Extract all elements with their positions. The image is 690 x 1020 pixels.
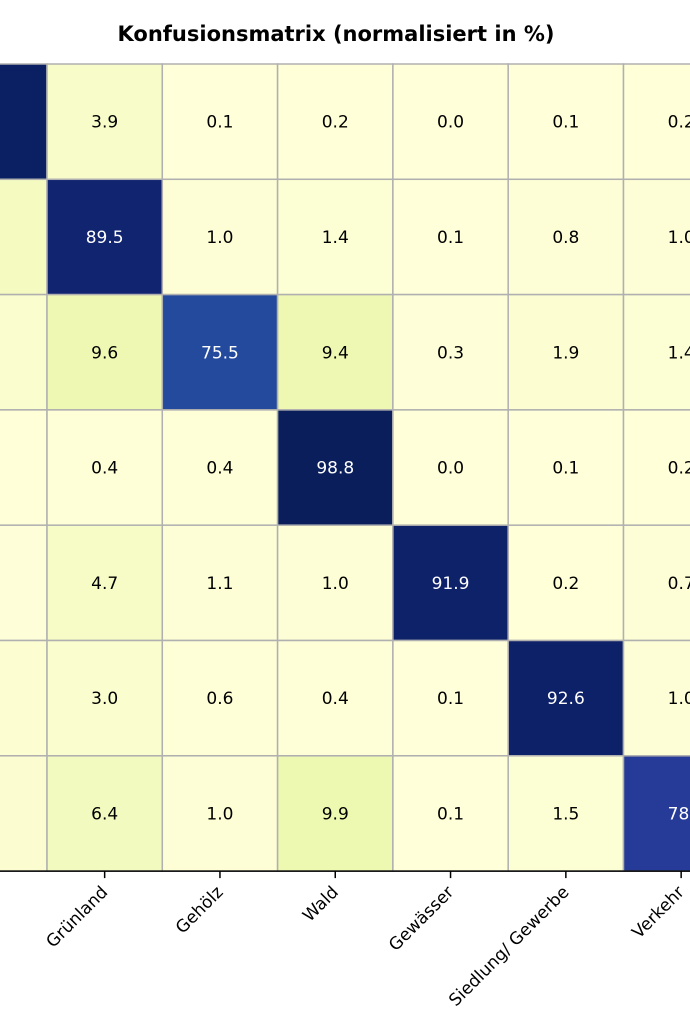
cell-value-label: 0.2 <box>668 459 690 479</box>
heatmap-cell <box>46 293 164 411</box>
heatmap-cell <box>276 755 394 872</box>
heatmap-cell <box>0 63 48 181</box>
heatmap-cell <box>507 293 625 411</box>
cell-value-label: 0.3 <box>437 343 464 363</box>
heatmap-cell <box>161 409 279 526</box>
heatmap-cell <box>46 524 164 642</box>
cell-value-label: 1.5 <box>552 804 579 824</box>
heatmap-cell <box>161 755 279 872</box>
heatmap-cell <box>276 409 394 526</box>
heatmap-cell <box>276 63 394 181</box>
cell-value-label: 92.6 <box>547 689 585 709</box>
cell-value-label: 3.9 <box>91 113 118 133</box>
cell-value-label: 6.4 <box>91 804 118 824</box>
cell-value-label: 9.4 <box>322 343 349 363</box>
cell-value-label: 0.1 <box>437 804 464 824</box>
heatmap-cell <box>622 63 690 181</box>
heatmap-cell <box>161 293 279 411</box>
x-tick-label: Gehölz <box>172 882 228 938</box>
x-tick-label: Gewässer <box>385 882 458 955</box>
heatmap-cell <box>0 293 48 411</box>
cell-value-label: 1.0 <box>206 804 233 824</box>
heatmap-cell <box>0 524 48 642</box>
cell-value-label: 0.4 <box>322 689 349 709</box>
cell-value-label: 9.9 <box>322 804 349 824</box>
cell-value-label: 0.2 <box>668 113 690 133</box>
heatmap-cell <box>392 63 509 181</box>
cell-value-label: 1.0 <box>668 689 690 709</box>
cell-value-label: 75.5 <box>201 343 239 363</box>
cell-value-label: 0.2 <box>552 574 579 594</box>
cell-value-label: 1.1 <box>206 574 233 594</box>
heatmap-cell <box>392 755 509 872</box>
cell-value-label: 0.6 <box>206 689 233 709</box>
heatmap-cell <box>622 524 690 642</box>
cell-value-label: 0.1 <box>437 228 464 248</box>
heatmap-cell <box>622 639 690 757</box>
cell-value-label: 4.7 <box>91 574 118 594</box>
heatmap-cell <box>46 409 164 526</box>
heatmap-cell <box>0 755 48 872</box>
heatmap-cell <box>392 178 509 296</box>
cell-value-label: 78. <box>668 804 690 824</box>
cell-value-label: 1.0 <box>668 228 690 248</box>
cell-value-label: 0.4 <box>206 459 233 479</box>
heatmap-cell <box>507 639 625 757</box>
heatmap-cell <box>276 639 394 757</box>
x-tick-label: Siedlung/ Gewerbe <box>445 882 573 1010</box>
heatmap-cell <box>0 178 48 296</box>
x-tick-label: Verkehr <box>628 882 688 942</box>
heatmap-cell <box>392 293 509 411</box>
cell-value-label: 0.1 <box>552 113 579 133</box>
x-tick-label: Wald <box>299 882 343 926</box>
heatmap-cell <box>0 639 48 757</box>
cell-value-label: 0.7 <box>668 574 690 594</box>
cell-value-label: 89.5 <box>86 228 124 248</box>
heatmap-cell <box>507 63 625 181</box>
cell-value-label: 1.4 <box>668 343 690 363</box>
x-tick-label: Grünland <box>43 882 113 952</box>
heatmap-cell <box>46 63 164 181</box>
cell-value-label: 1.4 <box>322 228 349 248</box>
heatmap-cell <box>507 178 625 296</box>
heatmap-cell <box>622 755 690 872</box>
heatmap-cell <box>507 409 625 526</box>
cell-value-label: 9.6 <box>91 343 118 363</box>
cell-value-label: 0.1 <box>437 689 464 709</box>
cell-value-label: 0.0 <box>437 459 464 479</box>
cell-value-label: 0.2 <box>322 113 349 133</box>
heatmap-cell <box>622 409 690 526</box>
heatmap-cell <box>161 63 279 181</box>
cell-value-label: 0.1 <box>206 113 233 133</box>
cell-value-label: 91.9 <box>432 574 470 594</box>
cell-value-label: 0.1 <box>552 459 579 479</box>
heatmap-cells: 53.90.10.20.00.10.2389.51.01.40.10.81.09… <box>0 63 690 872</box>
heatmap-cell <box>622 178 690 296</box>
cell-value-label: 1.9 <box>552 343 579 363</box>
cell-value-label: 1.0 <box>322 574 349 594</box>
cell-value-label: 0.0 <box>437 113 464 133</box>
cell-value-label: 3.0 <box>91 689 118 709</box>
cell-value-label: 0.4 <box>91 459 118 479</box>
heatmap-cell <box>276 524 394 642</box>
cell-value-label: 1.0 <box>206 228 233 248</box>
heatmap-cell <box>392 639 509 757</box>
heatmap-cell <box>0 409 48 526</box>
cell-value-label: 0.8 <box>552 228 579 248</box>
heatmap-cell <box>161 524 279 642</box>
cell-value-label: 98.8 <box>316 459 354 479</box>
heatmap-cell <box>46 178 164 296</box>
chart-title: Konfusionsmatrix (normalisiert in %) <box>118 22 555 46</box>
heatmap-cell <box>161 639 279 757</box>
